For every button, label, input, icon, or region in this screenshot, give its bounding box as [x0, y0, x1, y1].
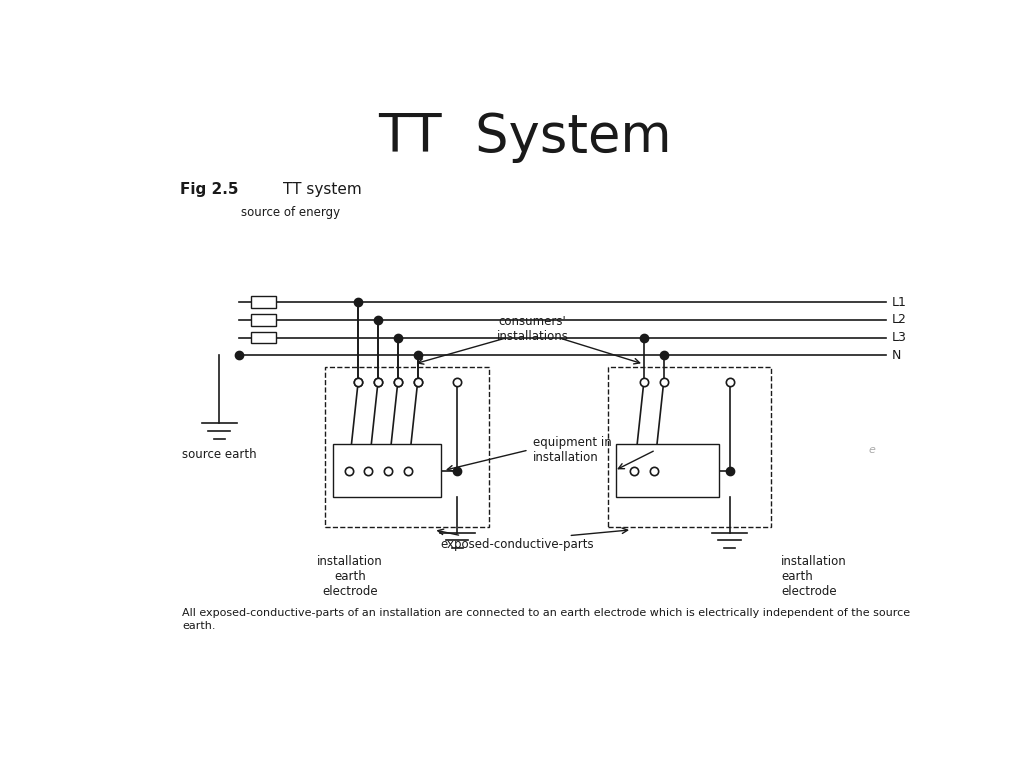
Text: source earth: source earth [182, 448, 257, 461]
Text: earth.: earth. [182, 621, 215, 631]
Text: All exposed-conductive-parts of an installation are connected to an earth electr: All exposed-conductive-parts of an insta… [182, 607, 910, 617]
Text: L1: L1 [892, 296, 906, 309]
Bar [251, 314, 276, 326]
Bar [325, 367, 489, 527]
Text: source of energy: source of energy [241, 206, 340, 219]
Bar [251, 296, 276, 308]
Text: installation
earth
electrode: installation earth electrode [317, 554, 383, 598]
Text: exposed-conductive-parts: exposed-conductive-parts [440, 538, 594, 551]
Text: e: e [869, 445, 876, 455]
Text: consumers'
installations: consumers' installations [497, 315, 568, 343]
Text: L3: L3 [892, 331, 906, 344]
Bar [616, 444, 719, 497]
Text: N: N [892, 349, 901, 362]
Text: L2: L2 [892, 313, 906, 326]
Text: equipment in
installation: equipment in installation [532, 436, 611, 464]
Bar [608, 367, 771, 527]
Text: TT system: TT system [283, 182, 361, 197]
Text: Fig 2.5: Fig 2.5 [179, 182, 239, 197]
Text: installation
earth
electrode: installation earth electrode [781, 554, 847, 598]
Text: TT  System: TT System [378, 111, 672, 163]
Bar [333, 444, 441, 497]
Bar [251, 332, 276, 343]
